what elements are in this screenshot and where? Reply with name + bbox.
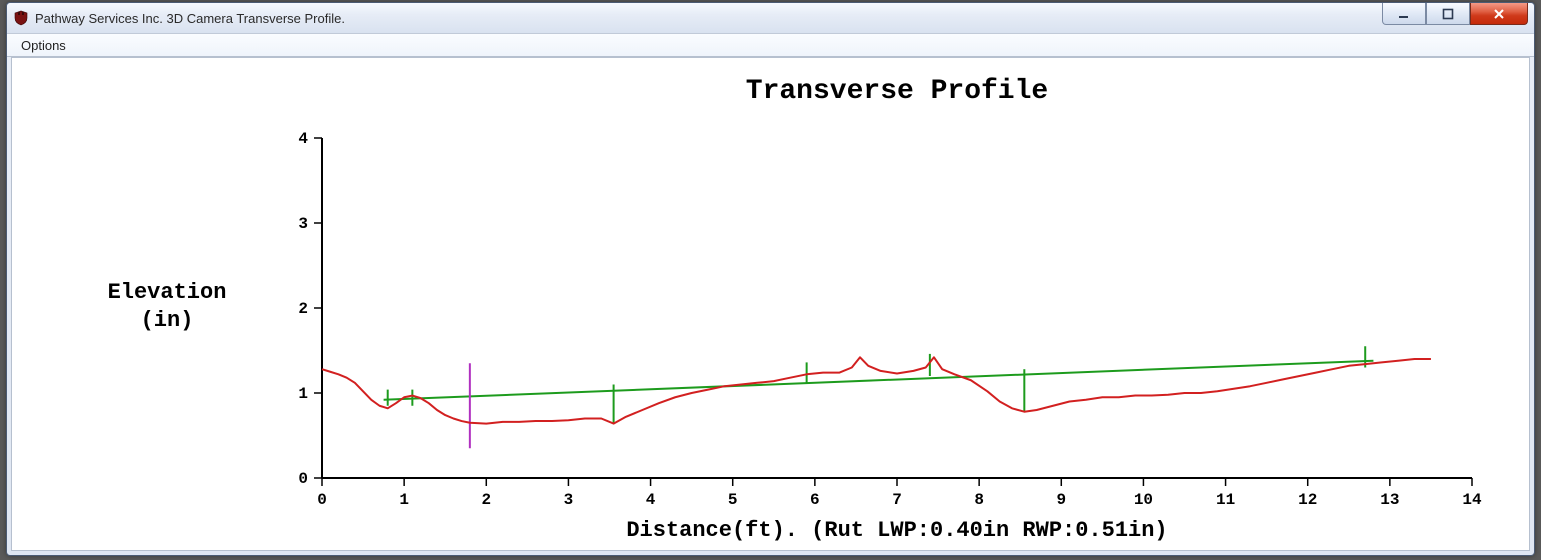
svg-text:(in): (in) [141, 308, 194, 333]
svg-text:Elevation: Elevation [108, 280, 227, 305]
window-title: Pathway Services Inc. 3D Camera Transver… [35, 11, 345, 26]
maximize-button[interactable] [1426, 3, 1470, 25]
svg-text:Distance(ft). (Rut LWP:0.40in: Distance(ft). (Rut LWP:0.40in RWP:0.51in… [626, 518, 1167, 543]
svg-text:10: 10 [1134, 491, 1153, 509]
svg-text:11: 11 [1216, 491, 1235, 509]
menu-options[interactable]: Options [13, 36, 74, 55]
transverse-profile-chart: Transverse ProfileElevation(in)012345678… [12, 58, 1529, 550]
svg-text:13: 13 [1380, 491, 1399, 509]
application-window: Pathway Services Inc. 3D Camera Transver… [6, 2, 1535, 556]
svg-text:2: 2 [481, 491, 491, 509]
menu-bar: Options [7, 34, 1534, 57]
svg-text:2: 2 [298, 300, 308, 318]
svg-text:12: 12 [1298, 491, 1317, 509]
svg-text:0: 0 [317, 491, 327, 509]
svg-text:1: 1 [399, 491, 409, 509]
svg-text:1: 1 [298, 385, 308, 403]
chart-area: Transverse ProfileElevation(in)012345678… [11, 57, 1530, 551]
svg-text:3: 3 [298, 215, 308, 233]
svg-text:5: 5 [728, 491, 738, 509]
svg-text:8: 8 [974, 491, 984, 509]
svg-text:7: 7 [892, 491, 902, 509]
app-icon [13, 10, 29, 26]
svg-text:9: 9 [1056, 491, 1066, 509]
minimize-button[interactable] [1382, 3, 1426, 25]
svg-text:4: 4 [298, 130, 308, 148]
svg-text:14: 14 [1462, 491, 1482, 509]
title-bar[interactable]: Pathway Services Inc. 3D Camera Transver… [7, 3, 1534, 34]
svg-text:6: 6 [810, 491, 820, 509]
svg-text:3: 3 [564, 491, 574, 509]
svg-text:0: 0 [298, 470, 308, 488]
window-controls [1382, 3, 1528, 25]
svg-text:4: 4 [646, 491, 656, 509]
close-button[interactable] [1470, 3, 1528, 25]
svg-text:Transverse Profile: Transverse Profile [746, 76, 1048, 107]
